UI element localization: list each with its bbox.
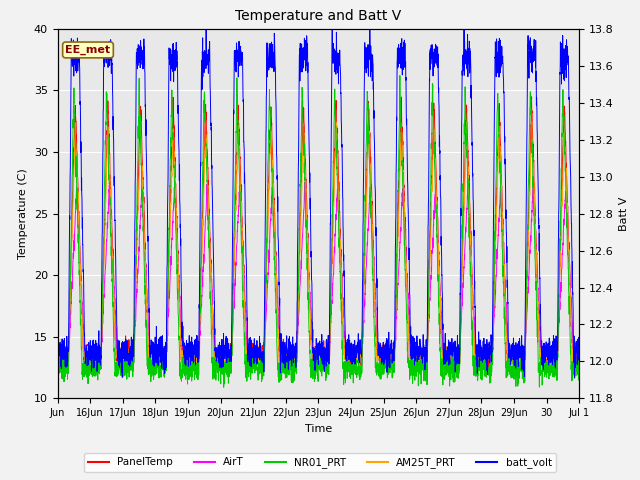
Y-axis label: Temperature (C): Temperature (C) <box>18 168 28 259</box>
X-axis label: Time: Time <box>305 424 332 433</box>
Legend: PanelTemp, AirT, NR01_PRT, AM25T_PRT, batt_volt: PanelTemp, AirT, NR01_PRT, AM25T_PRT, ba… <box>84 453 556 472</box>
Y-axis label: Batt V: Batt V <box>620 196 629 231</box>
Text: EE_met: EE_met <box>65 45 111 55</box>
Title: Temperature and Batt V: Temperature and Batt V <box>236 10 401 24</box>
